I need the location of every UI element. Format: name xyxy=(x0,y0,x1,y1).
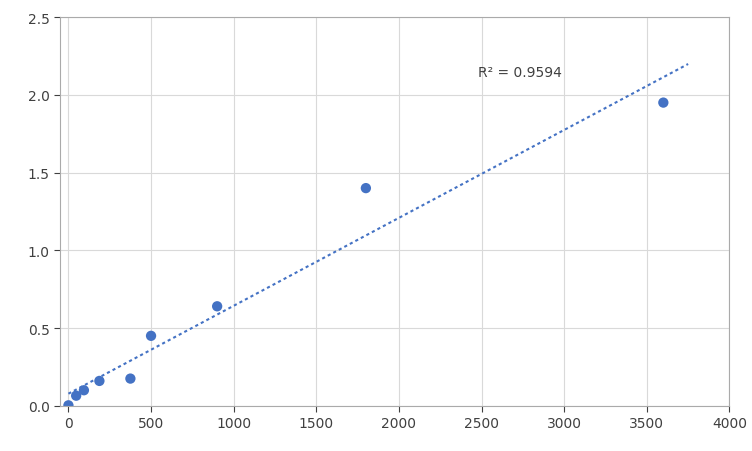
Point xyxy=(93,377,105,385)
Point xyxy=(78,387,90,394)
Point xyxy=(211,303,223,310)
Point xyxy=(124,375,136,382)
Point xyxy=(657,100,669,107)
Point xyxy=(145,332,157,340)
Point xyxy=(62,402,74,409)
Point xyxy=(70,392,82,400)
Point xyxy=(360,185,372,192)
Text: R² = 0.9594: R² = 0.9594 xyxy=(478,65,562,79)
